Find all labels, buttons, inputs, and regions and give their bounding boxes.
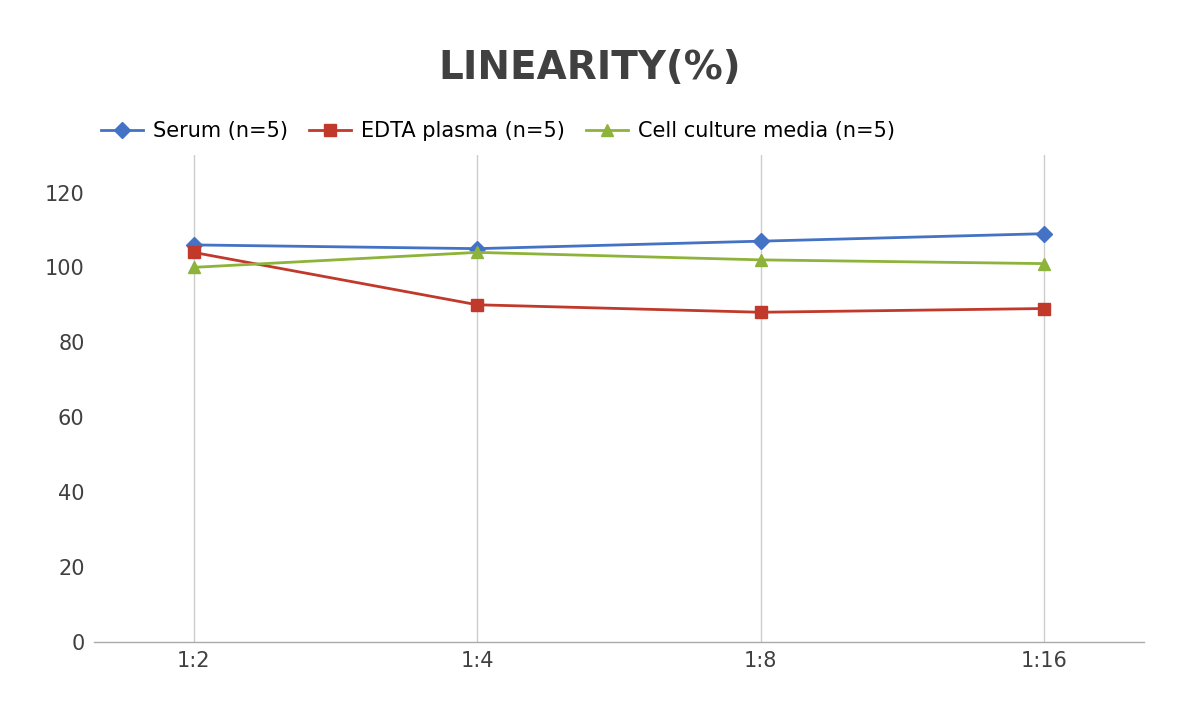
EDTA plasma (n=5) [186, 248, 200, 257]
Serum (n=5) [1038, 229, 1052, 238]
Line: Serum (n=5): Serum (n=5) [187, 228, 1050, 255]
Line: EDTA plasma (n=5): EDTA plasma (n=5) [187, 247, 1050, 318]
Serum (n=5) [470, 245, 485, 253]
Legend: Serum (n=5), EDTA plasma (n=5), Cell culture media (n=5): Serum (n=5), EDTA plasma (n=5), Cell cul… [93, 113, 903, 149]
EDTA plasma (n=5) [470, 300, 485, 309]
Cell culture media (n=5) [753, 256, 768, 264]
EDTA plasma (n=5) [753, 308, 768, 317]
Serum (n=5) [753, 237, 768, 245]
Text: LINEARITY(%): LINEARITY(%) [439, 49, 740, 87]
Cell culture media (n=5) [1038, 259, 1052, 268]
EDTA plasma (n=5) [1038, 305, 1052, 313]
Cell culture media (n=5) [470, 248, 485, 257]
Line: Cell culture media (n=5): Cell culture media (n=5) [187, 246, 1050, 274]
Serum (n=5) [186, 240, 200, 249]
Cell culture media (n=5) [186, 263, 200, 271]
